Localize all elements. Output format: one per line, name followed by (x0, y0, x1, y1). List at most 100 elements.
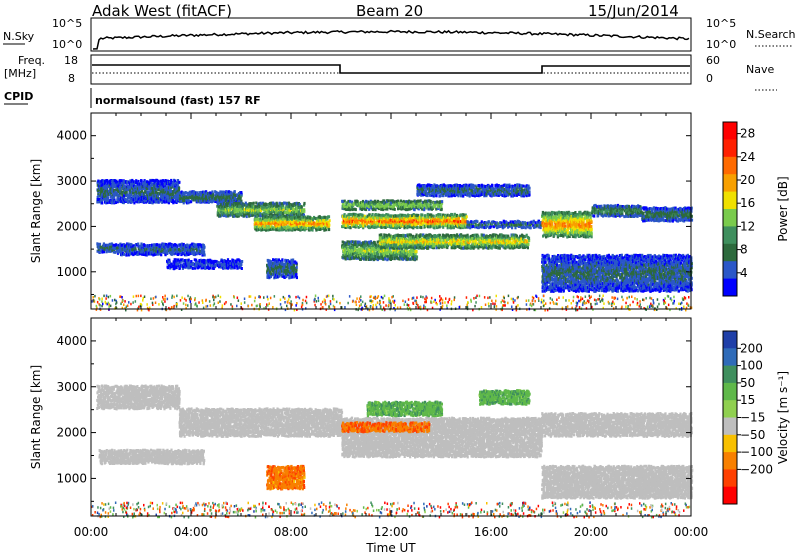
echo-pixel (194, 247, 197, 251)
echo-pixel (201, 266, 204, 270)
echo-pixel (184, 191, 187, 194)
echo-pixel (155, 251, 158, 255)
echo-pixel (163, 250, 166, 254)
echo-pixel (167, 201, 170, 205)
echo-pixel (111, 189, 114, 193)
echo-pixel (148, 187, 151, 191)
echo-pixel (139, 185, 142, 189)
echo-pixel (165, 200, 169, 204)
echo-pixel (170, 185, 173, 189)
echo-pixel (197, 265, 201, 269)
echo-pixel (120, 253, 123, 257)
echo-pixel (201, 264, 204, 268)
echo-pixel (211, 264, 215, 268)
echo-pixel (191, 266, 194, 270)
echo-band (341, 212, 469, 230)
echo-pixel (159, 190, 162, 194)
echo-pixel (156, 248, 159, 252)
echo-pixel (120, 179, 123, 183)
echo-pixel (152, 183, 155, 187)
echo-pixel (98, 242, 102, 246)
echo-pixel (110, 242, 113, 246)
echo-pixel (167, 242, 170, 246)
echo-pixel (137, 252, 140, 256)
echo-pixel (209, 258, 212, 262)
echo-pixel (171, 196, 174, 200)
echo-pixel (118, 199, 121, 203)
echo-pixel (415, 233, 418, 237)
echo-pixel (166, 186, 169, 190)
echo-pixel (327, 215, 331, 219)
echo-pixel (439, 213, 442, 217)
echo-pixel (245, 215, 248, 219)
echo-pixel (203, 245, 206, 249)
echo-pixel (163, 200, 166, 204)
echo-pixel (101, 181, 104, 185)
echo-pixel (133, 188, 136, 192)
echo-pixel (144, 195, 147, 199)
echo-pixel (126, 193, 129, 197)
echo-pixel (108, 248, 111, 252)
echo-pixel (163, 182, 166, 186)
echo-pixel (119, 245, 122, 249)
echo-pixel (106, 198, 109, 202)
echo-band (253, 215, 331, 232)
echo-pixel (391, 257, 394, 261)
echo-pixel (177, 189, 180, 193)
echo-pixel (115, 246, 118, 250)
echo-pixel (111, 201, 114, 205)
echo-pixel (105, 183, 108, 187)
echo-pixel (174, 187, 177, 191)
echo-pixel (349, 199, 352, 203)
echo-pixel (328, 219, 331, 223)
echo-pixel (292, 263, 295, 267)
echo-pixel (197, 243, 200, 247)
echo-pixel (169, 190, 172, 194)
echo-pixel (152, 179, 155, 182)
echo-pixel (201, 251, 204, 255)
echo-pixel (231, 264, 234, 268)
echo-pixel (416, 226, 419, 230)
echo-pixel (201, 259, 204, 263)
echo-pixel (172, 247, 176, 251)
echo-pixel (127, 245, 130, 249)
cpid-text: normalsound (fast) 157 RF (95, 94, 261, 107)
echo-pixel (127, 247, 130, 251)
echo-pixel (143, 191, 146, 195)
echo-pixel (116, 196, 120, 200)
noise-panel: N.Sky 10^5 10^0 10^5 10^0 N.Search (3, 17, 796, 52)
echo-pixel (176, 250, 179, 254)
echo-pixel (212, 267, 215, 270)
echo-pixel (156, 194, 160, 198)
echo-pixel (127, 184, 130, 188)
echo-pixel (206, 266, 209, 270)
echo-pixel (119, 250, 122, 253)
echo-pixel (137, 247, 140, 251)
echo-pixel (128, 188, 132, 192)
echo-pixel (120, 243, 123, 247)
echo-pixel (126, 198, 129, 202)
echo-pixel (119, 242, 122, 246)
echo-pixel (393, 207, 396, 211)
echo-pixel (107, 243, 110, 247)
echo-pixel (120, 200, 123, 204)
echo-pixel (137, 242, 140, 246)
echo-pixel (227, 265, 230, 269)
echo-pixel (166, 259, 169, 263)
echo-pixel (112, 185, 115, 189)
echo-pixel (189, 264, 193, 268)
echo-pixel (146, 180, 149, 184)
echo-pixel (131, 198, 134, 201)
echo-pixel (106, 243, 109, 247)
echo-pixel (385, 244, 388, 248)
echo-pixel (144, 190, 147, 194)
echo-pixel (164, 179, 167, 182)
echo-pixel (115, 188, 118, 191)
echo-pixel (121, 247, 124, 251)
echo-pixel (142, 180, 145, 184)
echo-pixel (135, 188, 138, 192)
echo-pixel (380, 233, 383, 237)
echo-pixel (109, 182, 112, 186)
echo-pixel (124, 244, 127, 248)
echo-pixel (164, 245, 167, 249)
